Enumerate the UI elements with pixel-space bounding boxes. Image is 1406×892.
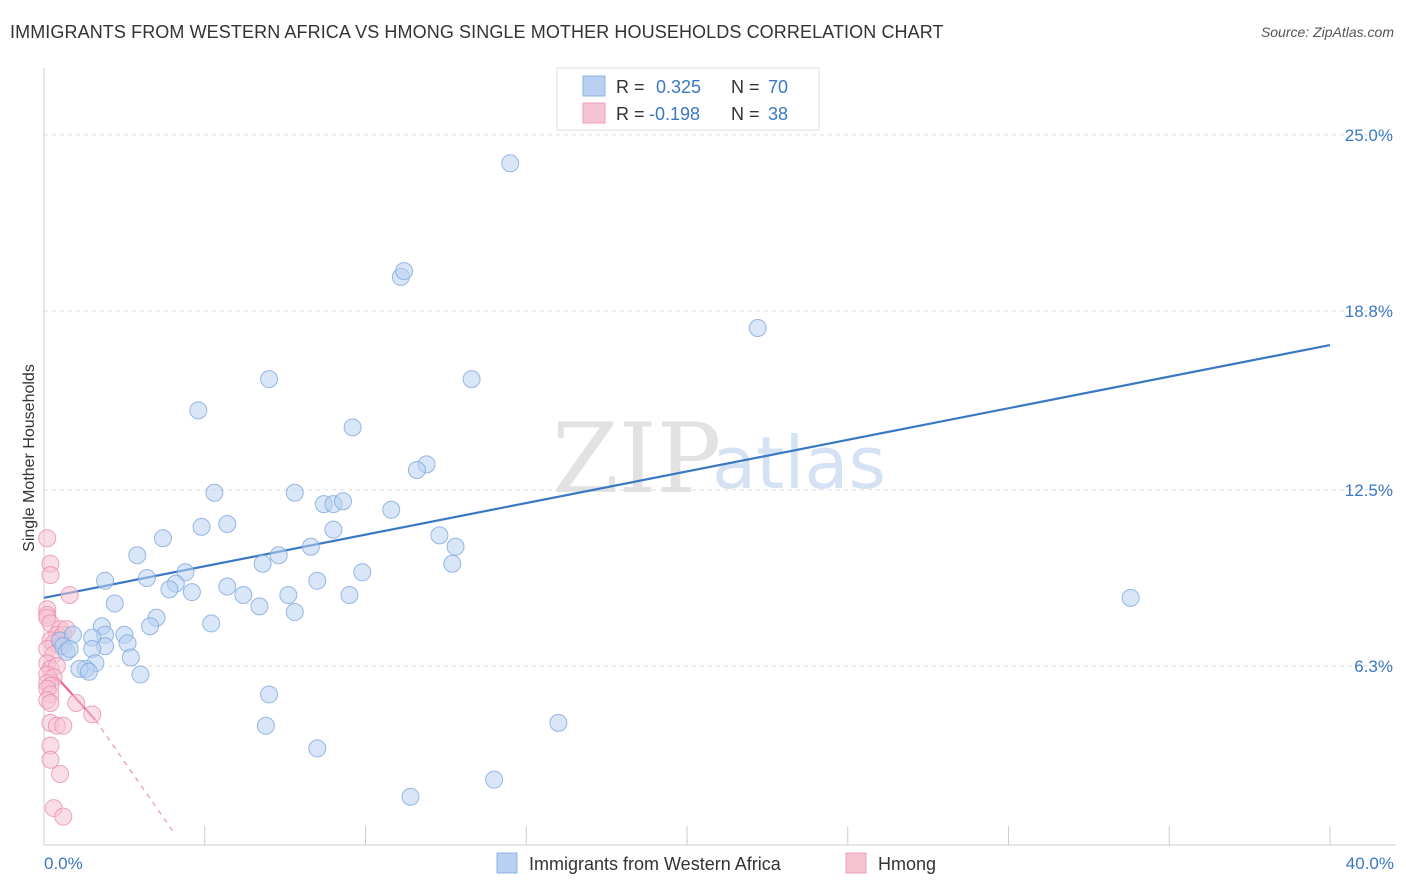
y-axis-label: Single Mother Households — [21, 364, 38, 552]
western-africa-point — [189, 401, 208, 420]
western-africa-point — [256, 716, 275, 735]
legend-r-value-blue: 0.325 — [656, 77, 701, 97]
western-africa-point — [153, 529, 172, 548]
hmong-point — [54, 716, 73, 735]
western-africa-point — [748, 318, 767, 337]
series-legend-label-blue: Immigrants from Western Africa — [529, 854, 782, 874]
western-africa-point — [141, 617, 160, 636]
western-africa-point — [260, 370, 279, 389]
western-africa-point — [343, 418, 362, 437]
hmong-point — [60, 586, 79, 605]
western-africa-point — [121, 648, 140, 667]
legend-n-value-blue: 70 — [768, 77, 788, 97]
legend-r-value-pink: -0.198 — [649, 104, 700, 124]
western-africa-point — [160, 580, 179, 599]
legend-swatch-blue — [582, 75, 606, 97]
western-africa-point — [218, 514, 237, 533]
western-africa-point — [285, 603, 304, 622]
watermark: ZIP atlas — [552, 403, 886, 515]
western-africa-point — [260, 685, 279, 704]
western-africa-point — [60, 639, 79, 658]
trend-line-western-africa — [43, 343, 1331, 599]
western-africa-point — [340, 586, 359, 605]
western-africa-point — [446, 537, 465, 556]
western-africa-point — [407, 461, 426, 480]
watermark-atlas: atlas — [712, 421, 886, 505]
chart-title: IMMIGRANTS FROM WESTERN AFRICA VS HMONG … — [10, 22, 944, 42]
y-tick-label: 18.8% — [1345, 302, 1393, 321]
western-africa-points — [51, 154, 1140, 806]
source-credit: Source: ZipAtlas.com — [1260, 24, 1394, 40]
y-tick-labels: 6.3% 12.5% 18.8% 25.0% — [1345, 126, 1393, 676]
western-africa-point — [324, 520, 343, 539]
series-legend-swatch-pink — [845, 852, 867, 874]
western-africa-point — [250, 597, 269, 616]
series-legend-label-pink: Hmong — [878, 854, 936, 874]
y-tick-label: 25.0% — [1345, 126, 1393, 145]
trend-line-hmong-extension — [94, 719, 174, 832]
hmong-point — [38, 529, 57, 548]
hmong-point — [41, 750, 60, 769]
western-africa-point — [308, 571, 327, 590]
series-legend-swatch-blue — [496, 852, 518, 874]
y-tick-label: 12.5% — [1345, 481, 1393, 500]
western-africa-point — [105, 594, 124, 613]
legend-r-label-blue: R = — [616, 77, 645, 97]
hmong-point — [41, 566, 60, 585]
western-africa-point — [279, 586, 298, 605]
western-africa-point — [96, 571, 115, 590]
series-legend: Immigrants from Western Africa Hmong — [496, 852, 936, 874]
western-africa-point — [205, 483, 224, 502]
western-africa-point — [253, 554, 272, 573]
x-tick-label-min: 0.0% — [44, 854, 83, 873]
x-tick-marks — [204, 826, 1331, 845]
western-africa-point — [1121, 588, 1140, 607]
gridlines — [44, 134, 1396, 667]
western-africa-point — [462, 370, 481, 389]
western-africa-point — [128, 546, 147, 565]
western-africa-point — [137, 568, 156, 587]
legend-r-label-pink: R = — [616, 104, 645, 124]
stats-legend: R = 0.325 N = 70 R = -0.198 N = 38 — [556, 67, 820, 131]
western-africa-point — [192, 517, 211, 536]
western-africa-point — [382, 500, 401, 519]
western-africa-point — [353, 563, 372, 582]
x-tick-label-max: 40.0% — [1346, 854, 1394, 873]
legend-n-value-pink: 38 — [768, 104, 788, 124]
hmong-point — [83, 705, 102, 724]
hmong-point — [41, 693, 60, 712]
western-africa-point — [308, 739, 327, 758]
western-africa-point — [549, 713, 568, 732]
western-africa-point — [182, 583, 201, 602]
western-africa-point — [501, 154, 520, 173]
legend-n-label-blue: N = — [731, 77, 760, 97]
western-africa-point — [202, 614, 221, 633]
hmong-point — [51, 764, 70, 783]
y-tick-label: 6.3% — [1354, 657, 1393, 676]
western-africa-point — [333, 492, 352, 511]
western-africa-point — [430, 526, 449, 545]
hmong-point — [67, 693, 86, 712]
legend-swatch-pink — [582, 102, 606, 124]
watermark-zip: ZIP — [552, 403, 721, 515]
western-africa-point — [234, 586, 253, 605]
western-africa-point — [285, 483, 304, 502]
legend-n-label-pink: N = — [731, 104, 760, 124]
western-africa-point — [80, 662, 99, 681]
western-africa-point — [131, 665, 150, 684]
hmong-point — [54, 807, 73, 826]
western-africa-point — [218, 577, 237, 596]
western-africa-point — [301, 537, 320, 556]
western-africa-point — [269, 546, 288, 565]
western-africa-point — [443, 554, 462, 573]
western-africa-point — [395, 262, 414, 281]
western-africa-point — [401, 787, 420, 806]
western-africa-point — [485, 770, 504, 789]
